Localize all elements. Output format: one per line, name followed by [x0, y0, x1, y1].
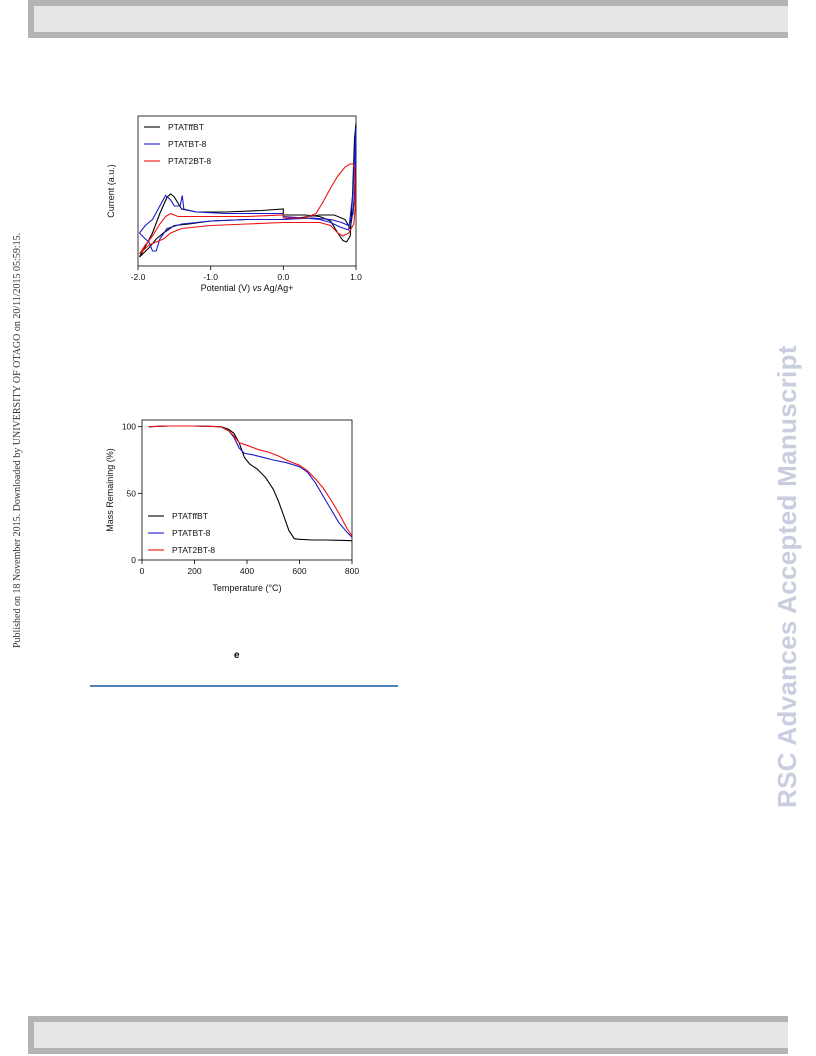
cv-series-line-2: [139, 163, 356, 255]
manuscript-watermark: RSC Advances Accepted Manuscript: [772, 345, 802, 808]
cv-x-label-italic: vs: [253, 283, 263, 293]
tga-y-tick-label-0: 0: [131, 555, 136, 565]
cv-x-tick-label-0: -2.0: [131, 272, 146, 282]
tga-x-label-prefix: Temperature (: [212, 583, 268, 593]
tga-series-group: [148, 425, 353, 542]
tga-x-label-unit: °C: [268, 583, 279, 593]
tga-legend-label-1: PTATBT-8: [172, 528, 211, 538]
cv-series-line-1: [139, 127, 357, 252]
cv-legend-label-0: PTATffBT: [168, 122, 204, 132]
cv-x-label-suffix: Ag/Ag+: [262, 283, 294, 293]
caption-label: e: [234, 650, 240, 661]
publication-stamp: Published on 18 November 2015. Downloade…: [12, 232, 23, 648]
header-bar-inner: [34, 6, 788, 32]
tga-legend-label-0: PTATffBT: [172, 511, 208, 521]
cv-chart: -2.0 -1.0 0.0 1.0 PTATffBT PTATBT-8 PTAT2BT-8…: [106, 115, 362, 293]
cv-legend: PTATffBT PTATBT-8 PTAT2BT-8: [144, 122, 211, 166]
tga-x-tick-label-3: 600: [292, 566, 306, 576]
tga-x-tick-label-0: 0: [140, 566, 145, 576]
cv-x-tick-label-2: 0.0: [277, 272, 289, 282]
cv-plot-frame: [137, 115, 357, 267]
tga-series-line-0: [148, 425, 353, 542]
tga-x-tick-label-4: 800: [345, 566, 359, 576]
cv-legend-label-2: PTAT2BT-8: [168, 156, 211, 166]
tga-y-tick-label-1: 50: [127, 488, 137, 498]
cv-x-axis-label: Potential (V) vs Ag/Ag+: [201, 283, 294, 293]
footer-bar: [28, 1016, 788, 1054]
tga-x-axis-label: Temperature (°C): [212, 583, 281, 593]
tga-x-tick-label-2: 400: [240, 566, 254, 576]
tga-plot-frame: [141, 419, 353, 561]
tga-legend: PTATffBT PTATBT-8 PTAT2BT-8: [148, 511, 215, 555]
section-separator: [90, 685, 398, 687]
cv-series-group: [139, 123, 357, 258]
tga-legend-label-2: PTAT2BT-8: [172, 545, 215, 555]
tga-ticks-group: 0 200 400 600 800 0 50 100: [122, 422, 360, 576]
tga-y-axis-label: Mass Remaining (%): [105, 448, 115, 532]
cv-ticks-group: -2.0 -1.0 0.0 1.0: [131, 266, 362, 282]
tga-series-line-2: [148, 425, 353, 537]
header-bar: [28, 0, 788, 38]
cv-x-tick-label-3: 1.0: [350, 272, 362, 282]
tga-x-label-suffix: ): [279, 583, 282, 593]
cv-legend-label-1: PTATBT-8: [168, 139, 207, 149]
cv-x-label-prefix: Potential (V): [201, 283, 253, 293]
tga-x-tick-label-1: 200: [187, 566, 201, 576]
tga-y-tick-label-2: 100: [122, 422, 136, 432]
footer-bar-inner: [34, 1022, 788, 1048]
cv-x-tick-label-1: -1.0: [203, 272, 218, 282]
cv-y-axis-label: Current (a.u.): [106, 164, 116, 218]
